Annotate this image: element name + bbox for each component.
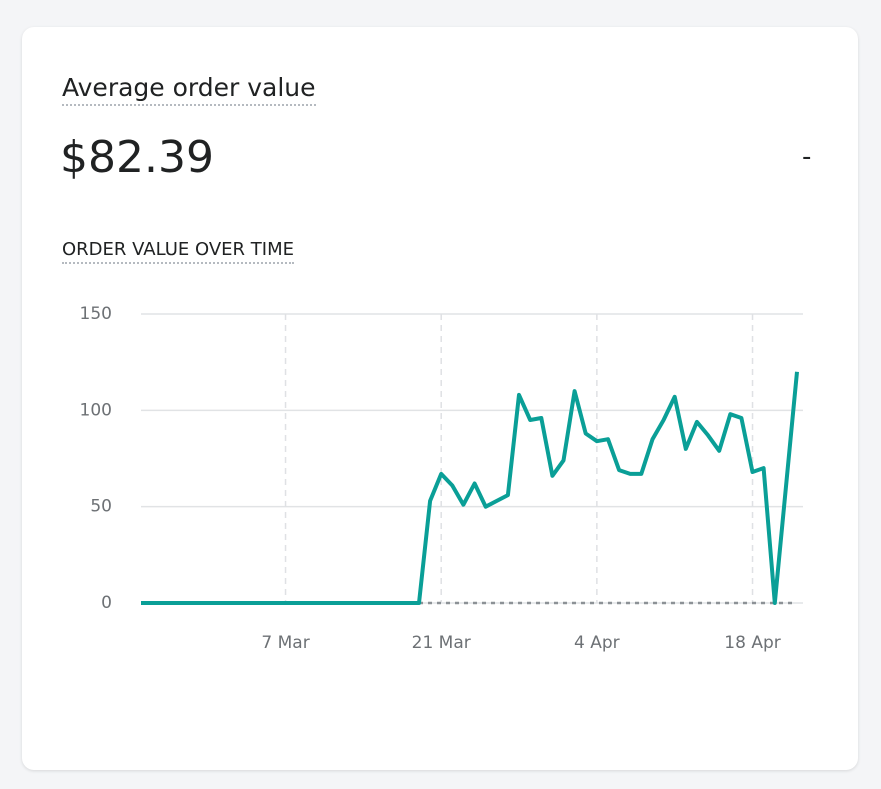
comparison: - [802, 142, 812, 172]
y-tick-label: 100 [80, 400, 112, 420]
y-tick-label: 150 [80, 304, 112, 324]
card-title[interactable]: Average order value [62, 73, 316, 106]
x-tick-label: 21 Mar [412, 633, 471, 653]
y-tick-label: 50 [90, 497, 112, 517]
chart-title[interactable]: ORDER VALUE OVER TIME [62, 239, 294, 264]
x-tick-label: 18 Apr [724, 633, 780, 653]
metric-value: $82.39 [60, 132, 214, 183]
line-series [141, 371, 799, 605]
x-tick-label: 7 Mar [261, 633, 309, 653]
y-tick-label: 0 [101, 593, 112, 613]
x-tick-label: 4 Apr [574, 633, 620, 653]
card: Average order value $82.39 - ORDER VALUE… [22, 27, 858, 770]
